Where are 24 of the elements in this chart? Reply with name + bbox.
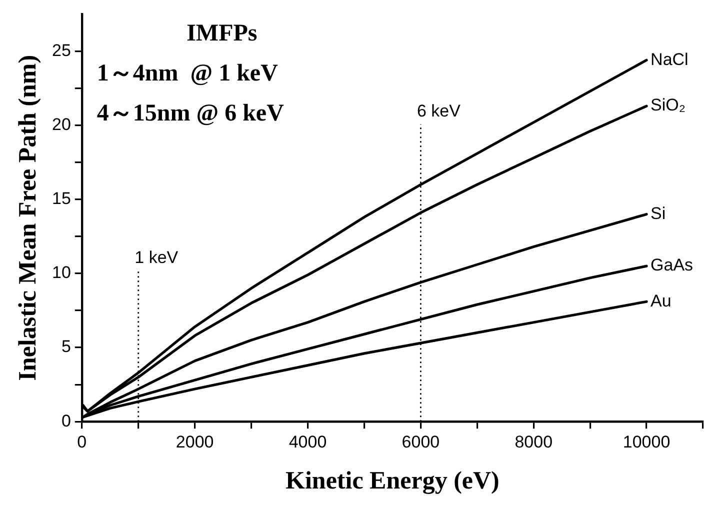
annotation: IMFPs bbox=[186, 20, 258, 46]
x-tick-label: 2000 bbox=[176, 432, 214, 452]
y-tick-label: 20 bbox=[52, 114, 71, 134]
y-tick-label: 5 bbox=[61, 337, 71, 356]
y-tick-label: 10 bbox=[52, 263, 71, 282]
ref-line-label: 1 keV bbox=[134, 248, 179, 268]
x-tick-label: 8000 bbox=[514, 432, 553, 452]
annotation: 4～15nm @ 6 keV bbox=[96, 100, 285, 126]
x-tick-label: 4000 bbox=[288, 432, 327, 452]
y-tick-label: 25 bbox=[52, 40, 71, 60]
x-axis-title: Kinetic Energy (eV) bbox=[286, 467, 500, 494]
series-label: NaCl bbox=[650, 50, 688, 69]
x-tick-label: 0 bbox=[77, 432, 87, 452]
annotation: 1～4nm @ 1 keV bbox=[96, 60, 279, 86]
y-axis-title: Inelastic Mean Free Path (nm) bbox=[14, 54, 42, 381]
series-label: GaAs bbox=[650, 256, 694, 275]
y-tick-label: 15 bbox=[52, 189, 71, 208]
x-tick-label: 6000 bbox=[402, 432, 440, 452]
y-tick-label: 0 bbox=[61, 411, 71, 430]
series-label: Au bbox=[650, 291, 672, 310]
series-label: Si bbox=[650, 204, 666, 223]
series-label: SiO₂ bbox=[650, 96, 686, 115]
x-tick-label: 10000 bbox=[622, 432, 670, 452]
ref-line-label: 6 keV bbox=[416, 101, 462, 120]
